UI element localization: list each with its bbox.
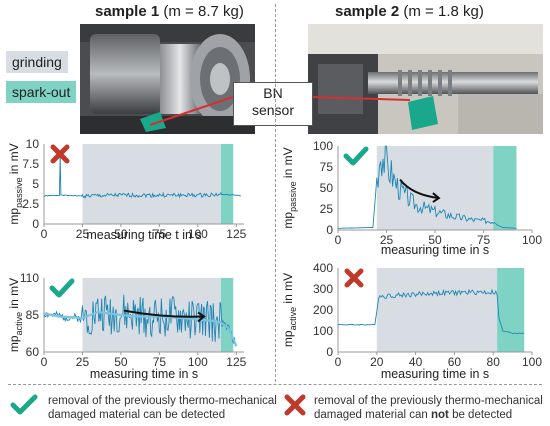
chart-sample1-active: 0 25 50 75 100 125 60 85 110 measuring time in s m… [7, 271, 247, 381]
sparkout-region [497, 268, 525, 352]
x-tick-label: 0 [335, 233, 342, 247]
x-tick-label: 50 [114, 227, 128, 241]
trend-arrow [123, 309, 205, 318]
y-axis-label: mpactive in mV [7, 278, 24, 352]
y-tick-label: 10 [26, 137, 40, 151]
y-tick-label: 60 [26, 345, 40, 359]
y-tick-label: 110 [20, 271, 39, 285]
x-axis-label: measuring time t in s [86, 228, 201, 242]
y-tick-label: 25 [320, 202, 334, 216]
cross-icon [344, 268, 364, 288]
check-icon [343, 146, 369, 166]
grinding-region [82, 144, 221, 224]
x-tick-label: 0 [41, 227, 48, 241]
sample1-title: sample 1 (m = 8.7 kg) [95, 3, 244, 20]
y-tick-label: 5 [32, 177, 39, 191]
x-tick-label: 100 [522, 355, 542, 369]
x-axis-label: measuring time in s [90, 367, 198, 381]
chart-sample2-passive: 0 25 50 75 100 0 25 50 75 100 measuring time in s m… [281, 139, 542, 257]
x-tick-label: 20 [370, 355, 384, 369]
sample2-title: sample 2 (m = 1.8 kg) [335, 3, 484, 20]
y-tick-label: 100 [313, 139, 333, 153]
x-tick-label: 40 [409, 355, 423, 369]
y-tick-label: 0 [326, 223, 333, 237]
y-tick-label: 7.5 [22, 157, 39, 171]
mean-line [43, 310, 238, 347]
footer-check-text: removal of the previously thermo-mechani… [48, 395, 277, 421]
x-tick-label: 125 [226, 355, 246, 369]
y-tick-label: 2.5 [22, 197, 39, 211]
x-tick-label: 75 [153, 355, 167, 369]
x-tick-label: 80 [487, 355, 501, 369]
y-axis-label: mpactive in mV [281, 273, 298, 347]
x-axis-label: measuring time in s [381, 367, 489, 381]
cross-icon [50, 144, 70, 164]
sensor-marker-2 [408, 96, 438, 130]
y-axis-label: mppassive in mV [281, 147, 298, 228]
x-tick-label: 75 [153, 227, 167, 241]
x-tick-label: 60 [448, 355, 462, 369]
signal-line [338, 145, 517, 229]
check-icon [49, 278, 75, 298]
y-tick-label: 50 [320, 181, 334, 195]
x-tick-label: 75 [477, 233, 491, 247]
legend-grinding: grinding [6, 51, 68, 73]
bn-sensor-callout: BN sensor [233, 82, 313, 126]
signal-line [43, 153, 242, 199]
check-icon [10, 394, 38, 415]
x-tick-label: 100 [188, 227, 208, 241]
x-tick-label: 100 [522, 233, 542, 247]
signal-line [43, 294, 237, 347]
cross-icon [284, 394, 306, 416]
x-axis-label: measuring time in s [381, 243, 489, 257]
y-tick-label: 400 [313, 261, 333, 275]
chart-sample1-passive: 0 25 50 75 100 125 0 2.5 5 7.5 10 measuring time t … [7, 137, 247, 242]
callout-lines [149, 96, 411, 126]
sample2-photo [308, 24, 543, 134]
x-tick-label: 50 [428, 233, 442, 247]
sparkout-region [220, 278, 234, 352]
grinding-region [376, 268, 498, 352]
y-tick-label: 100 [313, 324, 333, 338]
legend-sparkout: spark-out [6, 81, 77, 103]
footer-cross-text: removal of the previously thermo-mechani… [314, 395, 543, 421]
y-tick-label: 75 [320, 160, 334, 174]
x-tick-label: 125 [226, 227, 246, 241]
y-tick-label: 0 [32, 217, 39, 231]
trend-arrow [399, 178, 440, 200]
y-tick-label: 85 [26, 308, 40, 322]
horizontal-divider [8, 384, 542, 385]
grinding-region [376, 146, 494, 230]
x-tick-label: 25 [76, 227, 90, 241]
sparkout-region [493, 146, 517, 230]
x-tick-label: 50 [114, 355, 128, 369]
signal-line [337, 288, 525, 334]
y-tick-label: 200 [313, 303, 333, 317]
chart-sample2-active: 0 20 40 60 80 100 0 100 200 300 400 measuring time … [281, 261, 542, 381]
y-tick-label: 0 [326, 345, 333, 359]
sensor-marker-1 [140, 112, 166, 132]
x-tick-label: 0 [41, 355, 48, 369]
trend-arrowhead [432, 192, 441, 203]
x-tick-label: 100 [188, 355, 208, 369]
y-tick-label: 300 [313, 282, 333, 296]
x-tick-label: 25 [76, 355, 90, 369]
x-tick-label: 25 [380, 233, 394, 247]
x-tick-label: 0 [335, 355, 342, 369]
vertical-divider [275, 4, 276, 382]
sparkout-region [220, 144, 234, 224]
y-axis-label: mppassive in mV [7, 143, 24, 224]
trend-arrowhead [197, 311, 206, 323]
